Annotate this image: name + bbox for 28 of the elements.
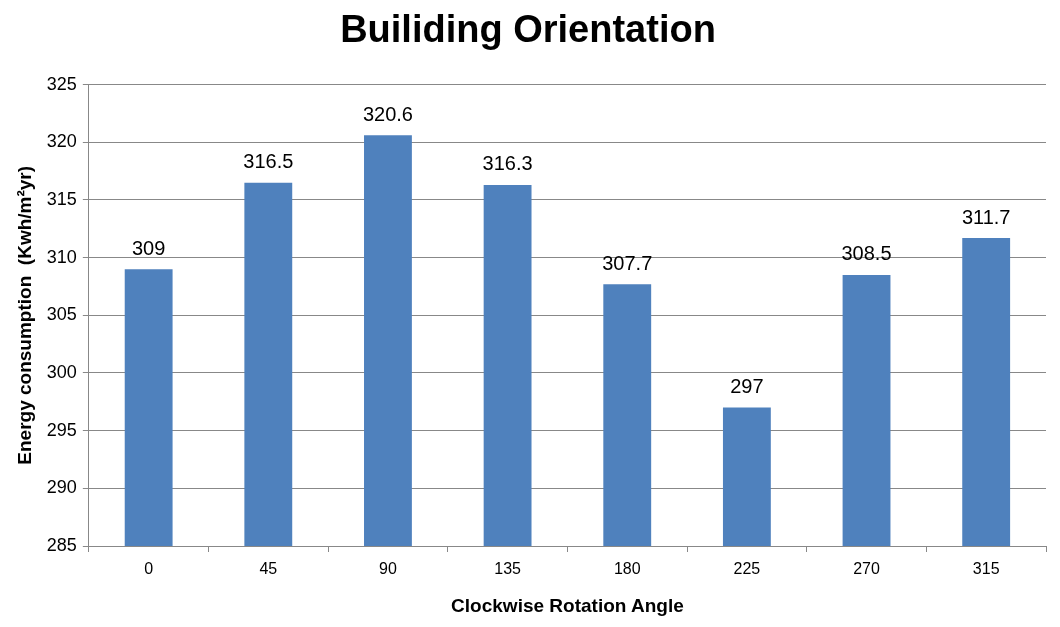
data-label: 316.5 <box>243 150 294 173</box>
y-tick-label: 320 <box>46 131 77 152</box>
chart-title: Builiding Orientation <box>340 8 716 51</box>
data-label: 308.5 <box>841 242 892 265</box>
y-tick-label: 310 <box>46 246 77 267</box>
y-tick-label: 305 <box>46 304 77 325</box>
x-tick-label: 225 <box>733 560 761 578</box>
data-label: 311.7 <box>961 205 1011 228</box>
data-label: 307.7 <box>602 251 653 274</box>
x-tick-label: 0 <box>144 560 154 578</box>
y-tick-label: 295 <box>46 419 77 440</box>
data-label: 320.6 <box>362 102 413 125</box>
y-tick-label: 300 <box>46 361 77 382</box>
y-axis-title: Energy consumption (Kwh/m²yr) <box>13 165 35 465</box>
x-tick-label: 180 <box>613 560 641 578</box>
x-tick-label: 135 <box>494 560 522 578</box>
y-tick-label: 285 <box>46 534 77 555</box>
x-axis-title: Clockwise Rotation Angle <box>451 594 684 616</box>
data-label: 297 <box>730 375 764 398</box>
x-tick-label: 315 <box>972 560 1000 578</box>
data-label: 316.3 <box>482 152 533 175</box>
y-tick-label: 325 <box>46 73 77 94</box>
y-tick-label: 315 <box>46 188 77 209</box>
x-tick-label: 90 <box>379 560 397 578</box>
y-tick-label: 290 <box>46 477 77 498</box>
x-tick-label: 270 <box>853 560 880 578</box>
data-label: 309 <box>131 236 166 259</box>
x-tick-label: 45 <box>259 560 278 578</box>
